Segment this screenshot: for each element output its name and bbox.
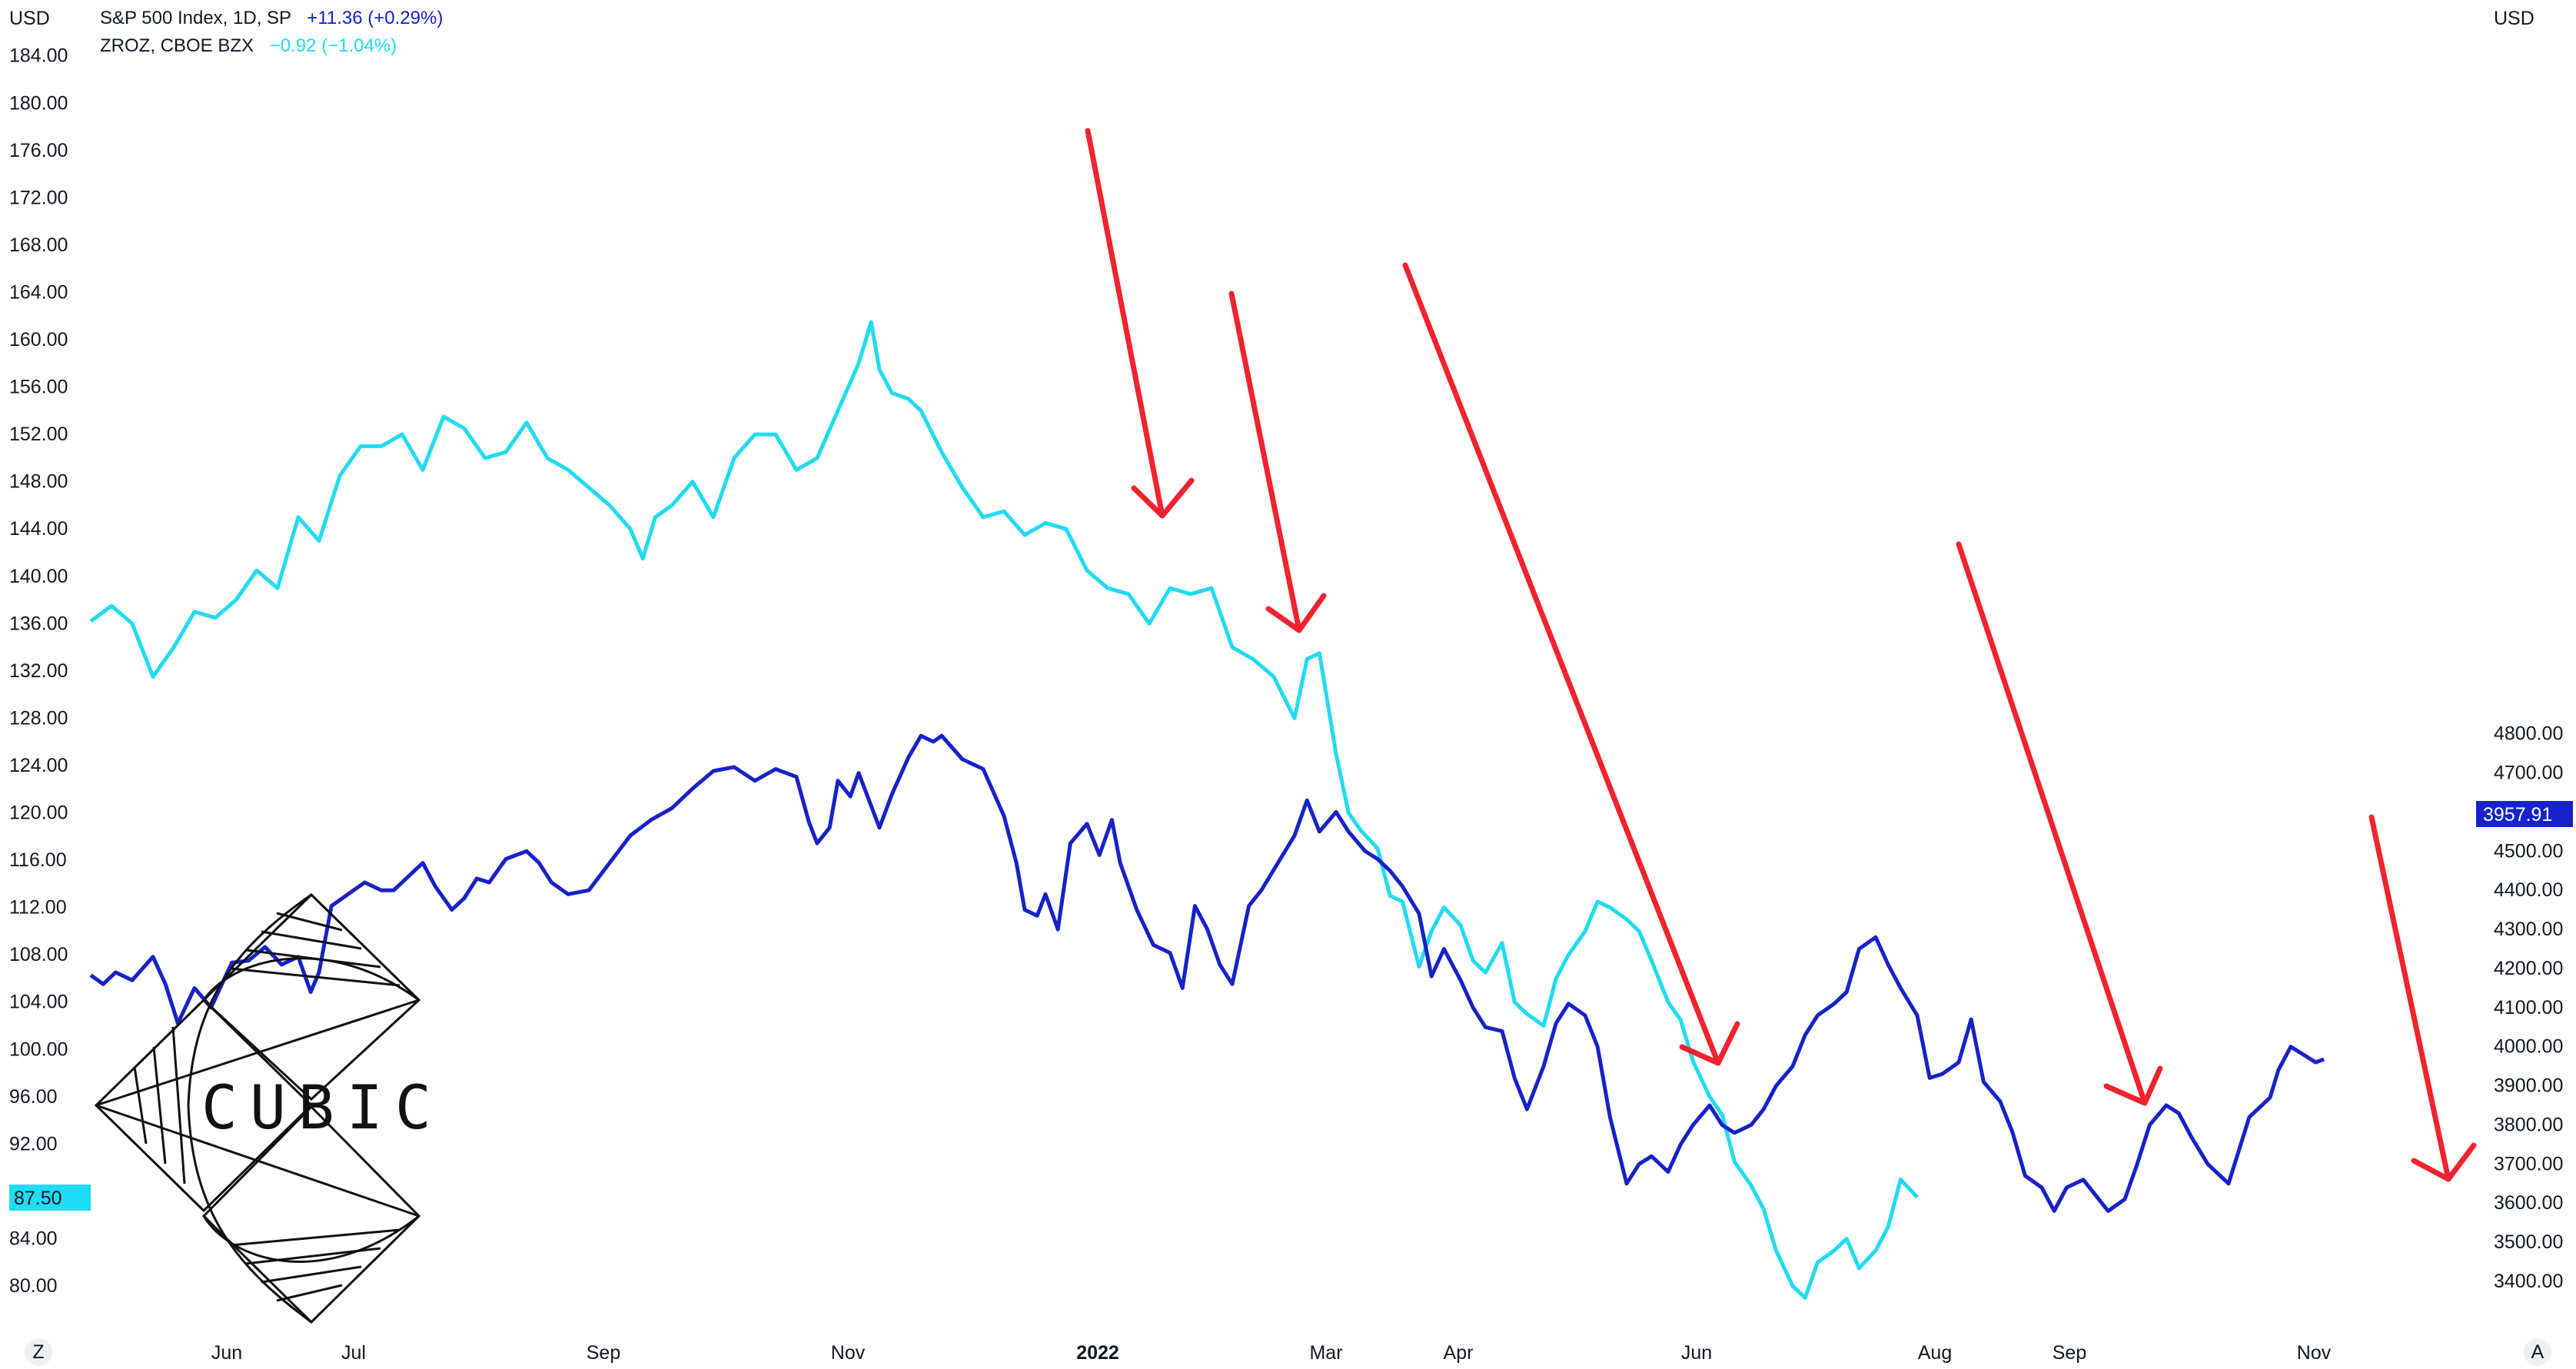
trend-arrow <box>2368 814 2477 1182</box>
x-axis-ticks: Jun Jul Sep Nov 2022 Mar Apr Jun Aug Sep Nov <box>211 1342 2332 1364</box>
legend-zroz-change: −0.92 (−1.04%) <box>269 35 397 56</box>
left-tick-label: 156.00 <box>9 377 68 398</box>
left-tick-label: 80.00 <box>9 1275 58 1297</box>
right-tick-label: 4500.00 <box>2494 840 2563 862</box>
left-tick-label: 184.00 <box>9 45 68 67</box>
x-tick-label: Nov <box>2297 1342 2332 1364</box>
left-tick-label: 84.00 <box>9 1228 58 1250</box>
x-tick-label: Mar <box>1309 1342 1342 1364</box>
sp500-last-price: 3957.91 <box>2483 804 2552 826</box>
left-tick-label: 172.00 <box>9 187 68 208</box>
right-tick-label: 3400.00 <box>2494 1271 2563 1292</box>
right-tick-label: 3600.00 <box>2494 1192 2563 1214</box>
x-tick-label: Jun <box>211 1342 242 1364</box>
x-tick-label: Sep <box>587 1342 620 1364</box>
svg-text:Z: Z <box>32 1341 44 1363</box>
x-tick-label: 2022 <box>1076 1342 1119 1364</box>
right-tick-label: 4800.00 <box>2494 723 2563 745</box>
left-tick-label: 144.00 <box>9 518 68 540</box>
legend-zroz: ZROZ, CBOE BZX −0.92 (−1.04%) <box>100 35 397 57</box>
right-tick-label: 3500.00 <box>2494 1231 2563 1253</box>
right-tick-label: 4300.00 <box>2494 919 2563 940</box>
left-tick-label: 176.00 <box>9 140 68 161</box>
right-axis-unit: USD <box>2494 8 2534 29</box>
x-tick-label: Apr <box>1444 1342 1474 1364</box>
trend-arrow <box>1956 541 2163 1106</box>
left-tick-label: 136.00 <box>9 613 68 634</box>
right-tick-label: 4100.00 <box>2494 997 2563 1018</box>
left-tick-label: 92.00 <box>9 1133 58 1155</box>
z-corner-icon[interactable]: Z <box>25 1338 52 1366</box>
legend-zroz-label: ZROZ, CBOE BZX <box>100 35 254 56</box>
right-tick-label: 4700.00 <box>2494 763 2563 784</box>
left-tick-label: 112.00 <box>9 897 67 919</box>
right-tick-label: 4200.00 <box>2494 958 2563 979</box>
x-tick-label: Nov <box>831 1342 866 1364</box>
trend-arrows <box>1085 128 2477 1182</box>
trend-arrow <box>1228 291 1327 633</box>
left-tick-label: 180.00 <box>9 92 68 114</box>
right-tick-label: 4400.00 <box>2494 879 2563 901</box>
cubic-logo: CUBIC <box>94 892 444 1324</box>
left-tick-label: 160.00 <box>9 329 68 351</box>
left-tick-label: 128.00 <box>9 707 68 729</box>
right-tick-label: 3900.00 <box>2494 1075 2563 1097</box>
left-axis-unit: USD <box>9 8 50 29</box>
left-tick-label: 152.00 <box>9 424 68 445</box>
sp500-last-price-box <box>2476 801 2573 827</box>
legend-sp500-change: +11.36 (+0.29%) <box>307 8 444 28</box>
x-tick-label: Aug <box>1918 1342 1952 1364</box>
legend-sp500-label: S&P 500 Index, 1D, SP <box>100 8 291 28</box>
left-tick-label: 148.00 <box>9 471 68 493</box>
cubic-logo-text: CUBIC <box>201 1074 444 1143</box>
right-tick-label: 3700.00 <box>2494 1153 2563 1175</box>
svg-text:A: A <box>2531 1341 2544 1363</box>
right-tick-label: 3800.00 <box>2494 1115 2563 1136</box>
left-tick-label: 168.00 <box>9 234 68 256</box>
right-tick-label: 4000.00 <box>2494 1036 2563 1058</box>
left-tick-label: 164.00 <box>9 282 68 304</box>
left-tick-label: 108.00 <box>9 944 68 965</box>
x-tick-label: Jul <box>341 1342 366 1364</box>
left-tick-label: 104.00 <box>9 992 68 1013</box>
zroz-last-price: 87.50 <box>14 1188 62 1209</box>
x-tick-label: Sep <box>2052 1342 2086 1364</box>
trend-arrow <box>1402 262 1740 1066</box>
zroz-last-price-box <box>9 1185 91 1211</box>
left-tick-label: 120.00 <box>9 802 68 824</box>
sp500-series-line <box>89 733 2325 1213</box>
left-tick-label: 140.00 <box>9 566 68 587</box>
left-tick-label: 132.00 <box>9 660 68 682</box>
trend-arrow <box>1085 128 1195 519</box>
left-tick-label: 124.00 <box>9 755 68 776</box>
legend-sp500: S&P 500 Index, 1D, SP +11.36 (+0.29%) <box>100 8 443 29</box>
left-tick-label: 100.00 <box>9 1038 68 1060</box>
x-tick-label: Jun <box>1681 1342 1712 1364</box>
left-tick-label: 96.00 <box>9 1086 58 1108</box>
left-tick-label: 116.00 <box>9 849 67 871</box>
a-corner-icon[interactable]: A <box>2524 1338 2551 1366</box>
left-axis-ticks: 184.00 180.00 176.00 172.00 168.00 164.00 160.… <box>9 45 68 1297</box>
zroz-series-line <box>89 320 1919 1300</box>
